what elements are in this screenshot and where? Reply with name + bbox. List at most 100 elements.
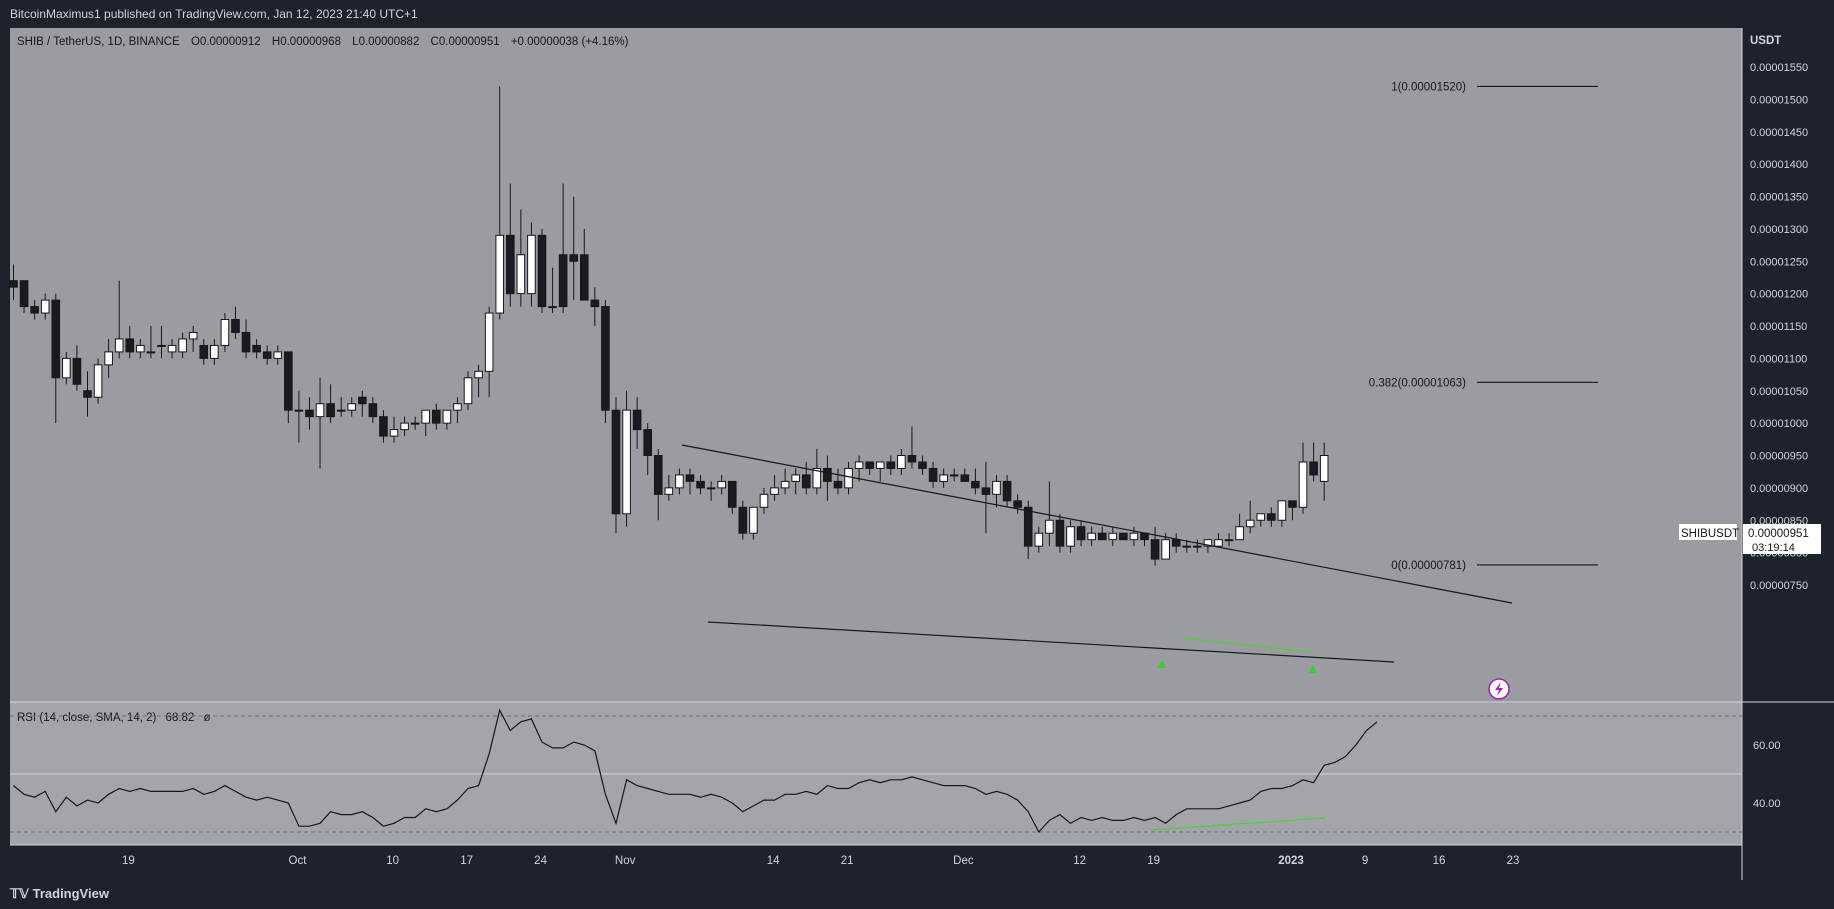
candle[interactable]: [305, 397, 314, 430]
candle[interactable]: [505, 183, 515, 307]
candle[interactable]: [727, 480, 737, 514]
candle[interactable]: [981, 461, 991, 534]
candle[interactable]: [1235, 513, 1244, 541]
candle[interactable]: [527, 222, 536, 307]
candle[interactable]: [516, 209, 526, 307]
candle[interactable]: [252, 338, 261, 359]
candle[interactable]: [971, 468, 980, 495]
candle[interactable]: [1045, 481, 1054, 547]
candle[interactable]: [442, 409, 452, 430]
candle[interactable]: [844, 461, 853, 495]
candle[interactable]: [389, 416, 399, 443]
candle[interactable]: [1076, 520, 1086, 547]
candle[interactable]: [675, 468, 684, 495]
candle[interactable]: [1319, 442, 1329, 501]
candle[interactable]: [918, 455, 927, 475]
candle[interactable]: [9, 264, 18, 301]
candle[interactable]: [780, 468, 790, 495]
candle[interactable]: [1182, 539, 1192, 553]
candle[interactable]: [854, 455, 864, 482]
candle[interactable]: [40, 293, 50, 320]
candle[interactable]: [421, 409, 431, 437]
candle[interactable]: [410, 416, 420, 430]
candle[interactable]: [1214, 533, 1223, 547]
candle[interactable]: [114, 280, 124, 359]
candle[interactable]: [548, 267, 557, 314]
candle[interactable]: [167, 338, 177, 359]
candle[interactable]: [273, 345, 283, 365]
candle[interactable]: [1119, 532, 1128, 541]
candle[interactable]: [738, 500, 748, 540]
candle[interactable]: [907, 426, 917, 469]
candle[interactable]: [1097, 526, 1107, 541]
candle[interactable]: [865, 461, 874, 475]
candle[interactable]: [188, 326, 198, 352]
candle[interactable]: [1129, 526, 1139, 547]
candle[interactable]: [347, 397, 357, 417]
candle[interactable]: [358, 390, 367, 417]
candle[interactable]: [749, 506, 758, 540]
candle[interactable]: [453, 397, 462, 424]
candle[interactable]: [241, 319, 251, 359]
candle[interactable]: [569, 196, 579, 301]
candle[interactable]: [93, 358, 103, 404]
candle[interactable]: [653, 449, 663, 521]
candle[interactable]: [1013, 494, 1022, 514]
candle[interactable]: [83, 371, 92, 417]
candle[interactable]: [1288, 500, 1297, 521]
candle[interactable]: [1277, 500, 1287, 527]
candle[interactable]: [759, 487, 769, 514]
candle[interactable]: [1193, 539, 1202, 553]
candle[interactable]: [622, 390, 631, 527]
candle[interactable]: [400, 416, 409, 437]
candle[interactable]: [696, 474, 705, 495]
candle[interactable]: [262, 345, 272, 365]
candle[interactable]: [611, 397, 621, 534]
alert-icon[interactable]: [1488, 678, 1510, 700]
candle[interactable]: [897, 449, 906, 475]
candle[interactable]: [30, 300, 39, 320]
candle[interactable]: [801, 461, 811, 495]
candle[interactable]: [484, 306, 494, 398]
candle[interactable]: [104, 338, 113, 378]
candle[interactable]: [294, 390, 304, 443]
candle[interactable]: [432, 403, 441, 430]
candle[interactable]: [717, 474, 726, 495]
candle[interactable]: [601, 300, 610, 424]
candle[interactable]: [770, 474, 779, 501]
tradingview-logo[interactable]: 𝕋𝕍 TradingView: [10, 886, 109, 902]
candle[interactable]: [928, 461, 938, 488]
candle[interactable]: [823, 455, 832, 501]
candle[interactable]: [1267, 507, 1276, 527]
candle[interactable]: [178, 332, 187, 359]
candle[interactable]: [463, 371, 473, 411]
candle[interactable]: [960, 468, 970, 482]
candle[interactable]: [336, 397, 346, 417]
candle[interactable]: [326, 384, 335, 424]
candle[interactable]: [992, 474, 1001, 508]
candle[interactable]: [1298, 442, 1308, 514]
candle[interactable]: [1055, 513, 1065, 553]
candle[interactable]: [368, 397, 378, 424]
candle[interactable]: [199, 338, 209, 365]
candle[interactable]: [1203, 539, 1213, 553]
candle[interactable]: [1150, 526, 1160, 566]
candle[interactable]: [1256, 513, 1266, 527]
candle[interactable]: [664, 474, 674, 501]
candle[interactable]: [136, 338, 145, 359]
candle[interactable]: [579, 228, 589, 301]
price-pane[interactable]: [10, 28, 1742, 702]
candle[interactable]: [1034, 526, 1044, 553]
candle[interactable]: [1245, 500, 1255, 534]
candle[interactable]: [495, 86, 505, 320]
candle[interactable]: [51, 293, 61, 424]
candle[interactable]: [1087, 526, 1096, 547]
candle[interactable]: [379, 410, 388, 443]
candle[interactable]: [19, 280, 29, 314]
candle[interactable]: [1108, 526, 1118, 547]
candle[interactable]: [1066, 520, 1075, 553]
candle[interactable]: [886, 455, 896, 475]
candle[interactable]: [210, 338, 219, 365]
candle[interactable]: [1309, 442, 1318, 482]
candle[interactable]: [875, 461, 885, 482]
